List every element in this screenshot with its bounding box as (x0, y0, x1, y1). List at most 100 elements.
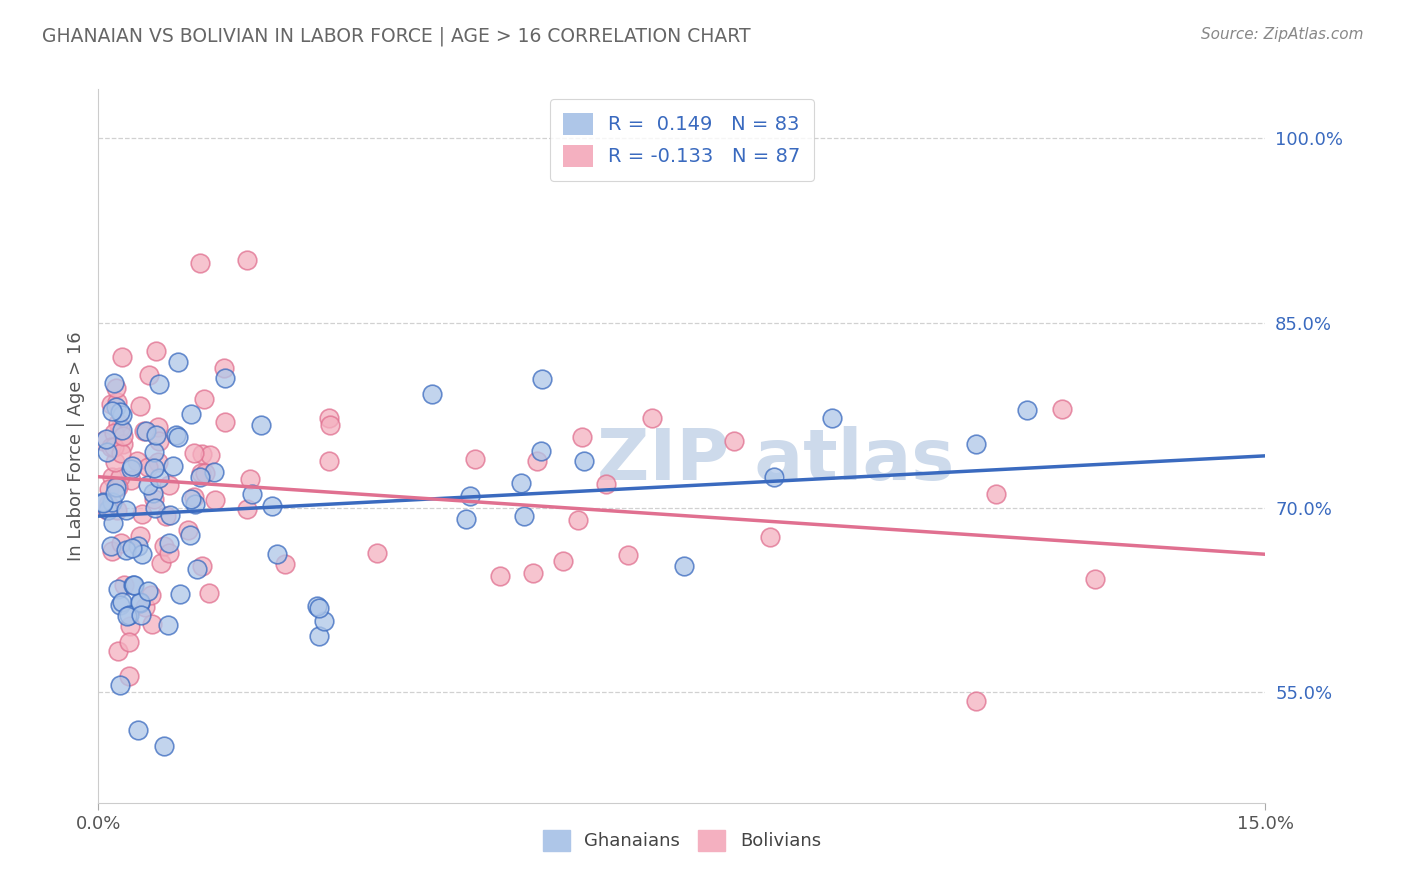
Point (318, 410, 340, 425)
Point (522, 566, 544, 580)
Point (100, 539, 122, 553)
Point (169, 587, 191, 601)
Point (202, 465, 225, 479)
Point (167, 355, 190, 369)
Point (136, 460, 159, 475)
Point (190, 466, 212, 480)
Point (122, 578, 145, 592)
Point (180, 408, 202, 422)
Point (180, 491, 202, 506)
Point (129, 607, 152, 622)
Point (101, 469, 124, 483)
Point (108, 470, 131, 484)
Point (260, 500, 283, 514)
Point (96, 432, 118, 446)
Point (159, 508, 181, 523)
Point (166, 430, 188, 444)
Point (1015, 402, 1038, 417)
Point (553, 554, 575, 568)
Point (965, 694, 987, 708)
Y-axis label: In Labor Force | Age > 16: In Labor Force | Age > 16 (66, 331, 84, 561)
Point (510, 476, 533, 491)
Point (138, 368, 160, 382)
Point (105, 503, 128, 517)
Point (273, 558, 295, 572)
Point (366, 546, 388, 560)
Point (198, 448, 221, 462)
Point (762, 470, 785, 484)
Point (148, 455, 170, 469)
Point (108, 405, 131, 419)
Point (723, 434, 745, 449)
Point (125, 454, 148, 468)
Point (110, 536, 132, 550)
Point (108, 678, 131, 692)
Point (148, 471, 170, 485)
Point (318, 453, 340, 467)
Point (188, 470, 211, 484)
Point (464, 452, 486, 467)
Point (617, 548, 640, 562)
Point (193, 392, 215, 406)
Point (103, 440, 125, 454)
Point (121, 541, 143, 555)
Point (91, 496, 114, 510)
Point (110, 446, 132, 460)
Point (101, 516, 124, 531)
Point (128, 596, 150, 610)
Point (236, 252, 259, 267)
Point (155, 508, 177, 523)
Point (143, 460, 166, 475)
Point (308, 601, 330, 615)
Point (115, 503, 138, 517)
Point (191, 558, 214, 573)
Point (111, 437, 134, 451)
Point (101, 494, 124, 508)
Point (127, 723, 149, 738)
Point (673, 559, 696, 574)
Point (110, 421, 132, 435)
Point (235, 502, 257, 516)
Point (104, 401, 127, 415)
Point (101, 404, 124, 418)
Point (129, 399, 152, 413)
Point (105, 395, 128, 409)
Point (96, 445, 118, 459)
Point (821, 411, 844, 425)
Point (129, 529, 152, 543)
Point (104, 381, 127, 395)
Point (110, 595, 132, 609)
Point (98, 483, 121, 497)
Point (93, 494, 115, 508)
Point (112, 428, 135, 442)
Point (986, 487, 1008, 501)
Point (214, 415, 236, 429)
Point (110, 408, 132, 422)
Point (107, 480, 129, 494)
Point (1050, 401, 1073, 416)
Point (134, 599, 156, 614)
Point (183, 446, 205, 460)
Point (305, 599, 328, 613)
Point (184, 498, 207, 512)
Legend: Ghanaians, Bolivians: Ghanaians, Bolivians (536, 822, 828, 858)
Point (194, 466, 217, 480)
Point (512, 508, 534, 523)
Point (105, 480, 128, 494)
Point (488, 568, 510, 582)
Point (759, 530, 782, 544)
Point (103, 425, 125, 440)
Point (142, 485, 165, 500)
Point (212, 361, 235, 376)
Point (240, 486, 263, 500)
Text: Source: ZipAtlas.com: Source: ZipAtlas.com (1201, 27, 1364, 42)
Point (204, 492, 226, 507)
Point (571, 430, 593, 444)
Text: ZIP atlas: ZIP atlas (596, 425, 953, 495)
Point (526, 454, 548, 468)
Point (100, 544, 122, 558)
Point (127, 539, 149, 553)
Point (148, 420, 170, 434)
Point (143, 444, 166, 458)
Point (118, 635, 141, 649)
